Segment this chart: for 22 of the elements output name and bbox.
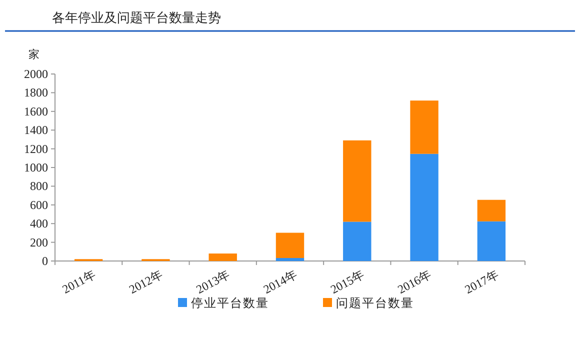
x-tick-label: 2013年: [194, 267, 232, 297]
chart-title: 各年停业及问题平台数量走势: [52, 11, 221, 26]
y-tick-label: 1800: [24, 86, 48, 100]
y-tick-label: 1000: [24, 160, 48, 174]
x-tick-label: 2012年: [126, 267, 166, 297]
x-tick-label: 2017年: [462, 267, 501, 297]
y-tick-label: 0: [42, 254, 48, 268]
y-tick-label: 800: [30, 179, 48, 194]
y-tick-label: 1400: [24, 123, 48, 138]
y-tick-label: 600: [30, 198, 48, 212]
y-tick-label: 2000: [24, 67, 48, 81]
y-tick-label: 200: [30, 235, 48, 250]
y-tick-label: 1200: [24, 142, 48, 156]
legend-label: 停业平台数量: [191, 296, 269, 310]
y-axis-title: 家: [28, 48, 40, 61]
x-tick-label: 2011年: [60, 267, 98, 296]
x-tick-label: 2014年: [261, 267, 300, 297]
legend-label: 问题平台数量: [336, 296, 414, 310]
x-tick-label: 2015年: [328, 267, 367, 297]
y-tick-label: 1600: [24, 104, 48, 118]
x-tick-label: 2016年: [395, 267, 434, 297]
y-tick-label: 400: [30, 216, 48, 231]
